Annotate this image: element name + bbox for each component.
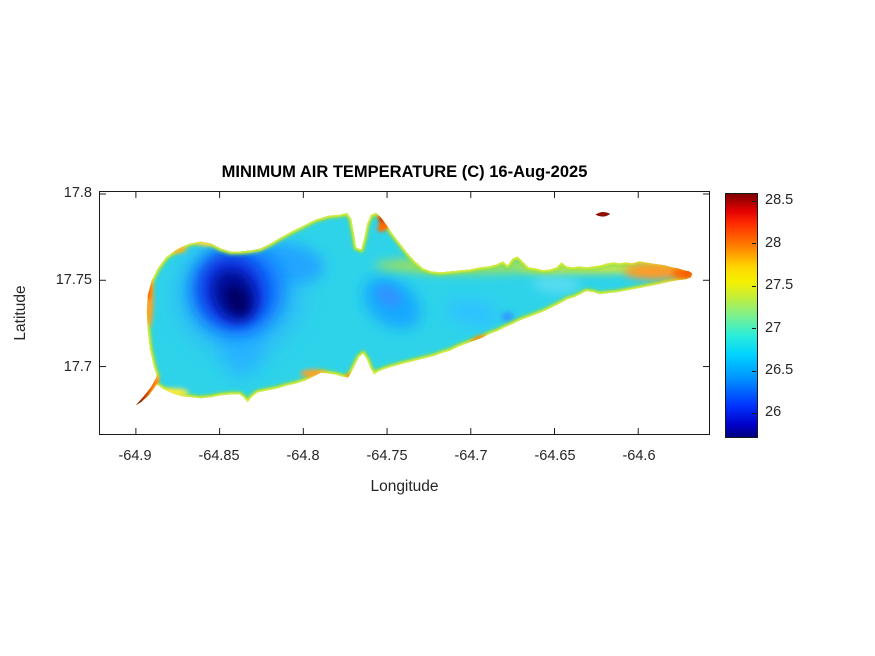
plot-title: MINIMUM AIR TEMPERATURE (C) 16-Aug-2025 [221,163,588,181]
island-temperature-field [135,212,693,406]
colorbar-tick-label: 26.5 [765,362,794,378]
colorbar-tick-label: 26 [765,404,782,420]
x-tick-label: -64.7 [454,448,488,464]
colorbar-tick [752,243,756,244]
y-tick-label: 17.7 [63,359,92,375]
y-tick-label: 17.75 [55,272,92,288]
contour-map-svg [100,192,709,434]
offshore-islet-marker [595,212,611,217]
x-axis-label: Longitude [370,478,439,495]
axis-tick-marks [100,192,709,434]
x-tick-label: -64.6 [622,448,656,464]
colorbar-tick [752,370,756,372]
east-point-warm-tip [624,263,689,280]
x-tick-label: -64.65 [534,448,576,464]
colorbar-tick [752,413,756,414]
y-tick-label: 17.8 [63,185,92,201]
colorbar-tick [752,200,756,202]
southwest-point-hotspot [135,373,160,406]
colorbar-tick-label: 28 [765,235,782,251]
x-tick-label: -64.85 [198,448,240,464]
x-tick-label: -64.75 [366,448,408,464]
colorbar-tick-label: 28.5 [765,192,794,208]
plot-area [99,191,710,435]
colorbar-tick [752,328,756,329]
x-tick-label: -64.8 [286,448,320,464]
y-axis-label: Latitude [12,285,29,341]
coldest-spot [225,284,248,314]
colorbar-tick-label: 27.5 [765,277,794,293]
colorbar-tick-label: 27 [765,320,782,336]
x-tick-label: -64.9 [118,448,152,464]
colorbar [725,193,758,438]
colorbar-tick [752,285,756,287]
cool-blue-blobs [175,236,581,377]
